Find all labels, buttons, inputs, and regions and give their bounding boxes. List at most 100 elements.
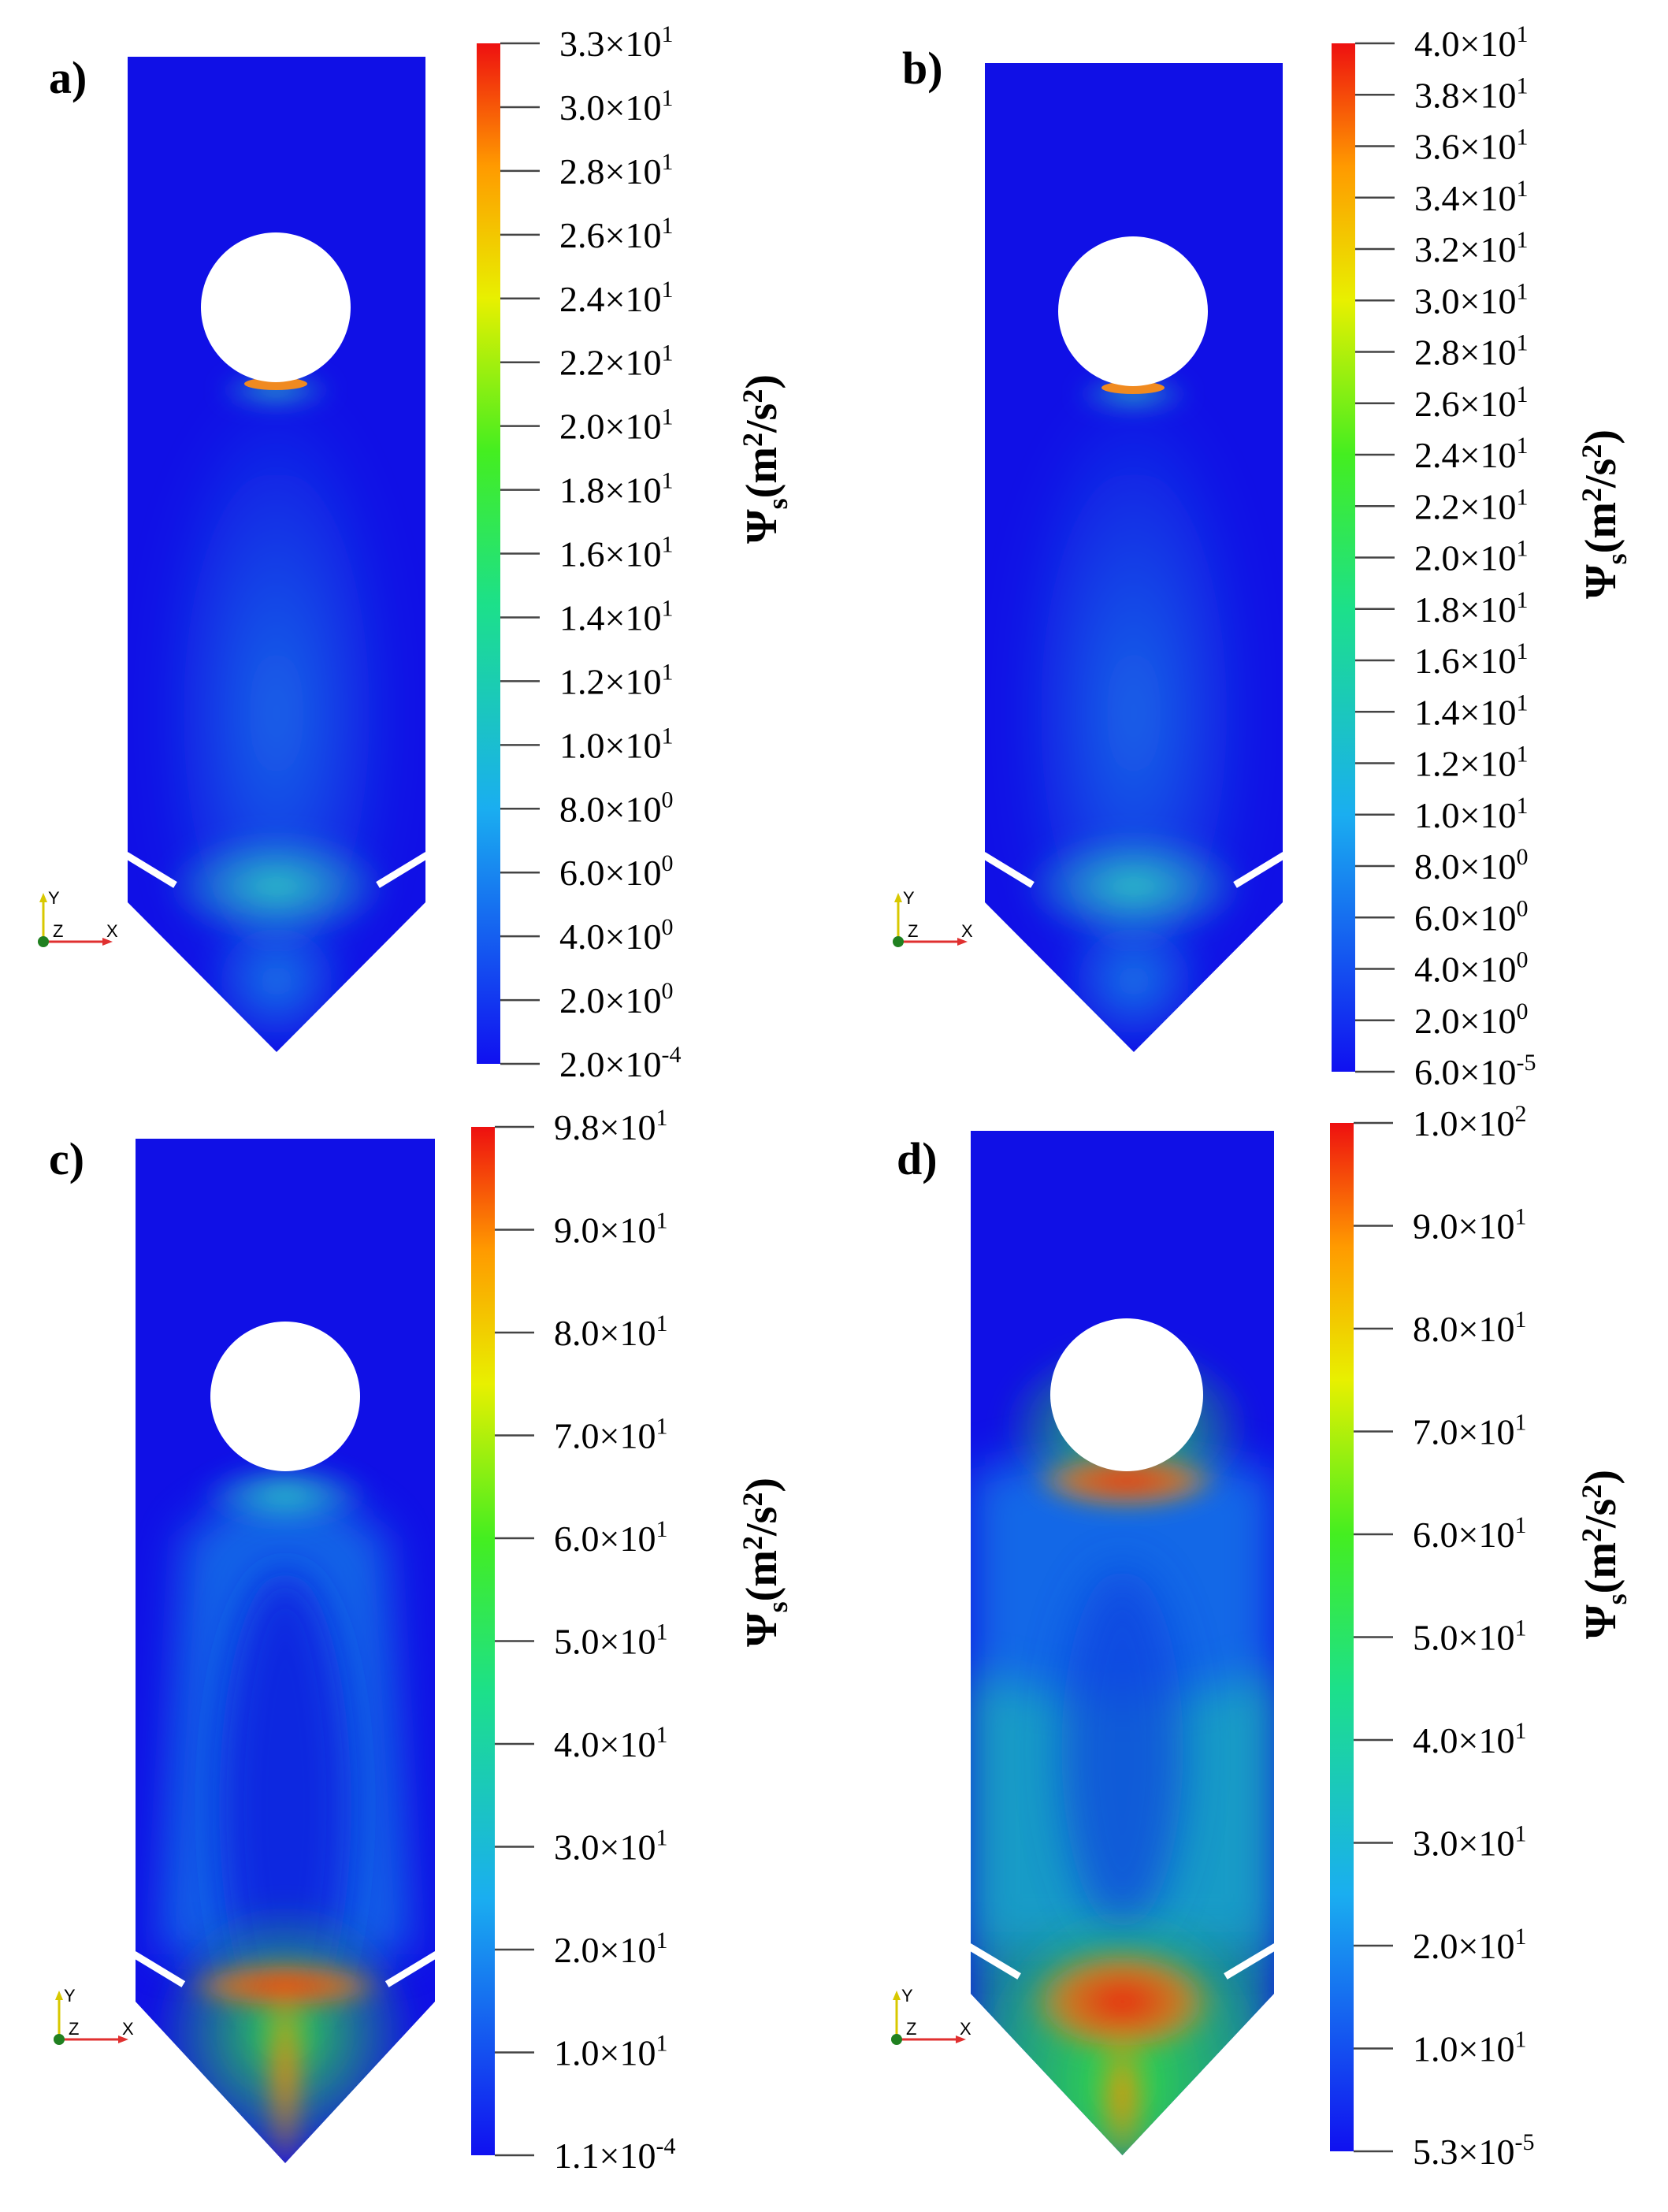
colorbar-tick-label: 1.0×101 bbox=[1414, 793, 1528, 835]
colorbar-tick-label: 1.8×101 bbox=[1414, 587, 1528, 630]
colorbar-tick-label: 4.0×101 bbox=[1413, 1718, 1526, 1760]
colorbar-tick-label: 2.6×101 bbox=[559, 213, 673, 255]
contour-region bbox=[1061, 1568, 1183, 1931]
colorbar-title: Ψs(m2/s2) bbox=[1576, 1470, 1633, 1639]
colorbar-title: Ψs(m2/s2) bbox=[737, 374, 793, 544]
panel-label: c) bbox=[49, 1133, 84, 1184]
right-baffle bbox=[376, 852, 429, 888]
domain-contour bbox=[128, 57, 425, 1052]
domain-contour bbox=[136, 1139, 435, 2163]
hotspot-region bbox=[244, 377, 307, 390]
z-axis-letter: Z bbox=[906, 2019, 916, 2039]
colorbar-tick-label: 4.0×100 bbox=[559, 914, 673, 957]
cylinder-obstacle bbox=[1050, 1318, 1203, 1471]
contour-region bbox=[1059, 910, 1209, 1052]
colorbar-tick-label: 4.0×101 bbox=[1414, 21, 1528, 64]
colorbar bbox=[1332, 43, 1355, 1072]
colorbar-tick-label: 5.3×10-5 bbox=[1413, 2129, 1534, 2172]
colorbar-tick-label: 3.0×101 bbox=[559, 85, 673, 128]
colorbar-tick-label: 8.0×100 bbox=[559, 786, 673, 829]
colorbar-tick-label: 7.0×101 bbox=[1413, 1410, 1526, 1452]
x-arrowhead bbox=[957, 938, 968, 946]
contour-region bbox=[202, 910, 351, 1052]
domain-contour bbox=[971, 1131, 1274, 2155]
panel-d: d) 1.0×102 9.0×101 8.0×101 7.0×101 6.0×101 5.0… bbox=[891, 1101, 1633, 2172]
z-axis-letter: Z bbox=[908, 921, 918, 941]
colorbar bbox=[471, 1127, 495, 2155]
z-axis-dot bbox=[38, 936, 49, 947]
contour-region bbox=[199, 1463, 372, 1526]
colorbar-tick-label: 1.0×101 bbox=[554, 2031, 667, 2073]
right-baffle bbox=[1233, 852, 1287, 888]
panel-label: a) bbox=[49, 52, 87, 103]
colorbar-tick-label: 4.0×101 bbox=[554, 1722, 667, 1764]
colorbar-title: Ψs(m2/s2) bbox=[737, 1478, 793, 1647]
colorbar-tick-label: 3.0×101 bbox=[1413, 1821, 1526, 1864]
colorbar-tick-label: 2.0×101 bbox=[1413, 1924, 1526, 1966]
left-baffle bbox=[132, 1951, 186, 1987]
z-axis-letter: Z bbox=[69, 2019, 79, 2039]
contour-region bbox=[163, 831, 390, 942]
colorbar-tick-label: 2.6×101 bbox=[1414, 381, 1528, 424]
z-axis-dot bbox=[893, 936, 904, 947]
colorbar-tick-label: 5.0×101 bbox=[554, 1619, 667, 1662]
panel-b: b) 4.0×101 3.8×101 3.6×101 3.4×101 3.2×101 3.0… bbox=[893, 21, 1633, 1092]
domain-contour bbox=[985, 63, 1283, 1052]
axes-triad: YZ X bbox=[54, 1986, 134, 2045]
colorbar-tick-label: 3.3×101 bbox=[559, 21, 673, 64]
right-baffle bbox=[1224, 1943, 1278, 1980]
contour-region bbox=[1020, 831, 1247, 942]
colorbar-tick-label: 1.4×101 bbox=[559, 595, 673, 638]
z-axis-dot bbox=[891, 2034, 902, 2045]
colorbar-tick-label: 4.0×100 bbox=[1414, 947, 1528, 990]
colorbar-tick-label: 8.0×100 bbox=[1414, 844, 1528, 887]
colorbar-tick-label: 3.2×101 bbox=[1414, 227, 1528, 270]
colorbar-tick-label: 3.0×101 bbox=[554, 1825, 667, 1868]
y-arrowhead bbox=[55, 1991, 63, 2000]
x-axis-letter: X bbox=[122, 2019, 134, 2039]
panel-label: d) bbox=[897, 1133, 938, 1184]
colorbar-tick-label: 8.0×101 bbox=[1413, 1307, 1526, 1349]
colorbar-tick-label: 2.0×101 bbox=[1414, 536, 1528, 578]
x-axis-letter: X bbox=[960, 2019, 971, 2039]
colorbar-tick-label: 1.4×101 bbox=[1414, 690, 1528, 732]
y-arrowhead bbox=[39, 893, 47, 902]
colorbar-tick-label: 1.0×101 bbox=[559, 723, 673, 765]
colorbar-tick-label: 3.8×101 bbox=[1414, 72, 1528, 115]
colorbar-tick-label: 2.0×10-4 bbox=[559, 1042, 681, 1084]
left-baffle bbox=[981, 852, 1035, 888]
x-axis-letter: X bbox=[106, 921, 118, 941]
y-axis-letter: Y bbox=[64, 1986, 76, 2006]
colorbar-tick-label: 1.2×101 bbox=[559, 659, 673, 701]
colorbar-tick-label: 2.0×101 bbox=[554, 1928, 667, 1970]
x-axis-letter: X bbox=[961, 921, 973, 941]
colorbar-tick-label: 1.0×101 bbox=[1413, 2027, 1526, 2069]
colorbar-tick-label: 9.0×101 bbox=[1413, 1204, 1526, 1247]
colorbar-tick-label: 2.4×101 bbox=[1414, 433, 1528, 475]
axes-triad: YZ X bbox=[891, 1986, 971, 2045]
panel-a: a) 3.3×101 3.0×101 2.8×101 2.6×101 2.4×101 2.2… bbox=[38, 21, 793, 1084]
colorbar-tick-label: 2.4×101 bbox=[559, 277, 673, 319]
y-axis-letter: Y bbox=[901, 1986, 913, 2006]
hotspot-region bbox=[1101, 381, 1165, 394]
colorbar-tick-label: 1.1×10-4 bbox=[554, 2133, 675, 2176]
colorbar-tick-label: 2.2×101 bbox=[559, 340, 673, 383]
hotspot-region bbox=[1025, 1946, 1220, 2057]
colorbar-tick-label: 1.0×102 bbox=[1413, 1101, 1526, 1143]
left-baffle bbox=[124, 852, 177, 888]
colorbar-tick-label: 3.4×101 bbox=[1414, 176, 1528, 218]
colorbar-title: Ψs(m2/s2) bbox=[1576, 429, 1633, 599]
panel-c: c) 9.8×101 9.0×101 8.0×101 7.0×101 6.0×101 5.0… bbox=[49, 1105, 793, 2176]
colorbar-tick-label: 1.2×101 bbox=[1414, 742, 1528, 784]
colorbar-tick-label: 2.0×100 bbox=[1414, 998, 1528, 1041]
z-axis-letter: Z bbox=[53, 921, 63, 941]
hotspot-region bbox=[1094, 2025, 1150, 2155]
colorbar bbox=[1330, 1123, 1354, 2151]
colorbar-tick-label: 1.6×101 bbox=[559, 532, 673, 574]
hotspot-region bbox=[1032, 1453, 1221, 1508]
y-axis-letter: Y bbox=[903, 888, 915, 908]
colorbar-tick-label: 1.6×101 bbox=[1414, 638, 1528, 681]
hotspot-region bbox=[262, 1962, 309, 2163]
colorbar-tick-label: 1.8×101 bbox=[559, 468, 673, 511]
colorbar-tick-label: 9.0×101 bbox=[554, 1208, 667, 1251]
